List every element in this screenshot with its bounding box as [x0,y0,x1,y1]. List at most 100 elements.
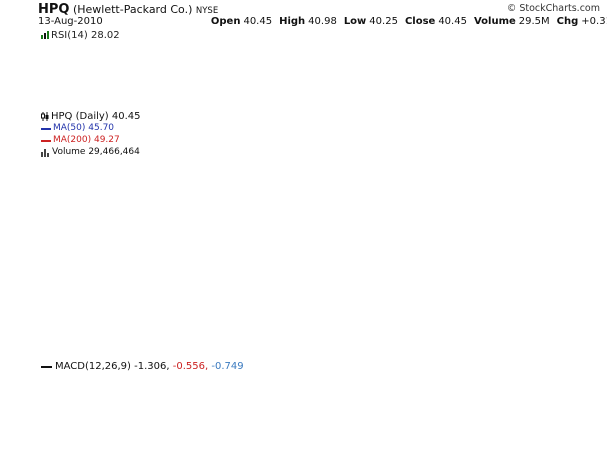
volume-bars-icon [41,148,49,157]
volume-bar [224,337,230,346]
panel-border [37,30,569,104]
macd-line [41,366,565,429]
candle-body [233,115,238,125]
date-axis-label: 14 [373,349,385,359]
candle-body [185,120,190,123]
volume-bar [324,334,329,346]
macd-histogram-bar [103,380,109,382]
volume-bar [437,334,442,346]
candle-body [303,243,308,253]
volume-bar [64,336,69,346]
date-axis-label: 6 [441,442,447,452]
volume-bar [320,333,325,346]
quote-value: 40.25 [369,16,398,27]
volume-bar [198,337,203,346]
date-axis-label: 26 [499,442,511,452]
candle-body [537,243,542,248]
axis-tick-label: 42 [571,312,583,323]
candle-body [264,178,269,196]
axis-tick-label: 43 [571,296,583,307]
volume-bar [533,338,538,346]
candle-body [450,267,455,279]
volume-bar [211,337,216,346]
volume-bar [172,336,177,346]
candle-body [468,241,473,250]
candle-body [142,136,147,144]
volume-bar [38,336,43,346]
value-box-label: 28.02 [577,83,604,93]
date-axis-label: Jun [330,441,348,452]
volume-bar [151,338,156,346]
value-box [568,398,607,411]
date-axis-label: 17 [291,442,302,452]
volume-bar [563,334,568,346]
volume-bar [129,337,134,346]
date-axis-label: 29 [143,442,155,452]
macd-histogram-bar [411,377,417,382]
macd-histogram-bar [346,371,353,382]
volume-bar [155,337,160,346]
candle-body [190,116,195,123]
rsi-legend: RSI(14) 28.02 [41,30,120,41]
macd-histogram-bar [132,380,138,383]
candle-body [281,205,286,217]
volume-bar [502,338,508,346]
candle-body [59,166,64,175]
value-box [568,80,607,93]
candle-body [416,253,421,259]
candle-body [516,244,521,251]
quote-value: 29.5M [518,16,550,27]
macd-histogram-bar [218,380,224,382]
macd-histogram-bar [110,380,116,382]
candle-body [146,132,151,137]
candle-body [542,246,547,250]
volume-axis-label: 150M [10,289,35,299]
candle-body [355,241,360,250]
volume-bar [316,335,321,346]
volume-bar [446,335,451,346]
candle-body [155,136,160,141]
date-axis-label: 7 [354,442,360,452]
macd-histogram-bar [153,380,159,383]
macd-histogram-bar [368,367,374,382]
volume-bar [498,337,503,346]
volume-bar [450,335,455,346]
candle-body [255,154,260,162]
candle-body [125,139,130,149]
candle-body [107,144,112,150]
quote-label: High [279,16,306,27]
volume-bar [203,334,208,346]
candle-body [120,141,125,147]
candle-body [51,171,56,183]
candle-body [207,123,212,129]
date-axis-label: 6 [441,349,447,359]
volume-bar [51,335,56,346]
date-axis-label: 28 [417,349,429,359]
volume-bar [463,336,468,346]
candle-body [159,134,164,139]
candle-body [103,145,108,150]
macd-histogram-bar [253,380,260,390]
date-axis-label: 22 [121,349,132,359]
candle-body [311,251,316,264]
quote-value: 40.45 [243,16,273,27]
candle-body [229,111,234,116]
macd-legend-title: MACD(12,26,9) [55,361,131,372]
volume-bar [42,334,47,346]
macd-histogram-bar [533,380,539,394]
macd-histogram-bar [239,380,245,385]
candle-body [259,165,264,175]
macd-histogram-bar [497,371,503,382]
volume-bar [138,336,143,346]
candle-body [550,311,555,324]
volume-bar [72,337,77,346]
candle-body [285,215,290,227]
volume-bar [190,337,195,346]
candle-body [64,163,69,167]
volume-bar [68,337,73,346]
macd-histogram-bar [74,372,80,382]
ma200-legend: MA(200) 49.27 [53,135,120,145]
date-axis-label: May [242,348,265,359]
volume-bar [111,336,117,346]
